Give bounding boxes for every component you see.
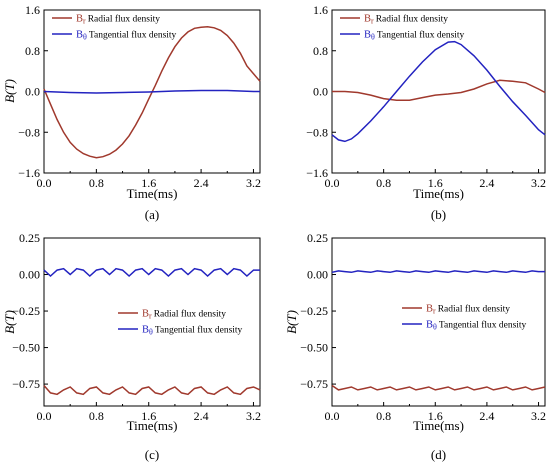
series-line-tangential: [43, 89, 260, 94]
legend-entry: Br Radial flux density: [142, 309, 226, 321]
chart-panel-a: 0.0 0.8 1.6 2.4 3.2 1.6 0.8 0.0 −0.8 −1.6 Br Radial…: [2, 3, 261, 222]
x-tick-label: 0.0: [37, 409, 52, 423]
panel-label: (b): [431, 207, 446, 222]
x-axis-title: Time(ms): [127, 418, 178, 433]
y-tick-label: −0.8: [306, 125, 328, 139]
panel-label: (a): [145, 207, 159, 222]
legend-entry: Br Radial flux density: [364, 14, 448, 26]
y-tick-label: −0.75: [12, 377, 40, 391]
y-tick-label: −0.8: [18, 125, 40, 139]
y-tick-label: 0.25: [19, 231, 40, 245]
series-line-radial: [331, 384, 546, 391]
y-tick-label: −0.50: [12, 341, 40, 355]
y-axis-title: B(T): [2, 79, 17, 103]
x-tick-label: 2.4: [479, 176, 494, 190]
x-tick-label: 2.4: [479, 409, 494, 423]
x-tick-label: 3.2: [246, 176, 261, 190]
legend-entry: Br Radial flux density: [426, 304, 510, 316]
x-tick-label: 1.6: [428, 176, 443, 190]
y-axis-title: B(T): [284, 310, 299, 334]
x-axis-title: Time(ms): [413, 418, 464, 433]
series-line-tangential: [43, 267, 260, 278]
x-tick-label: 0.8: [376, 409, 391, 423]
x-tick-label: 3.2: [246, 409, 261, 423]
y-tick-label: 1.6: [313, 3, 328, 17]
series-line-radial: [43, 385, 261, 396]
x-tick-label: 1.6: [141, 176, 156, 190]
x-tick-label: 1.6: [428, 409, 443, 423]
y-tick-label: −0.50: [300, 341, 328, 355]
legend-entry: Bθ Tangential flux density: [364, 30, 465, 42]
x-tick-label: 3.2: [531, 409, 546, 423]
x-tick-label: 2.4: [194, 176, 209, 190]
y-tick-label: −1.6: [18, 166, 40, 180]
y-tick-label: 0.00: [19, 268, 40, 282]
legend-entry: Bθ Tangential flux density: [76, 30, 177, 42]
x-tick-label: 2.4: [194, 409, 209, 423]
y-axis-title: B(T): [2, 310, 17, 334]
y-tick-label: 0.8: [25, 44, 40, 58]
y-tick-label: −0.25: [300, 304, 328, 318]
x-tick-label: 0.0: [325, 409, 340, 423]
series-line-tangential: [331, 270, 545, 274]
y-tick-label: −1.6: [306, 166, 328, 180]
y-tick-label: −0.25: [12, 304, 40, 318]
panel-label: (c): [145, 447, 159, 462]
chart-panel-b: 0.0 0.8 1.6 2.4 3.2 1.6 0.8 0.0 −0.8 −1.6 Br Radial…: [306, 3, 546, 222]
y-tick-label: 1.6: [25, 3, 40, 17]
x-tick-label: 0.0: [325, 176, 340, 190]
series-line-radial: [332, 79, 546, 101]
legend-entry: Bθ Tangential flux density: [142, 325, 243, 337]
x-axis-title: Time(ms): [413, 186, 464, 201]
x-tick-label: 0.0: [37, 176, 52, 190]
x-axis-title: Time(ms): [127, 186, 178, 201]
plot-frame: [43, 237, 261, 407]
x-tick-label: 0.8: [376, 176, 391, 190]
y-tick-label: 0.0: [313, 85, 328, 99]
chart-panel-d: 0.0 0.8 1.6 2.4 3.2 0.25 0.00 −0.25 −0.50 −0.75 Br…: [284, 231, 546, 462]
series-line-tangential: [331, 40, 546, 143]
x-tick-label: 1.6: [141, 409, 156, 423]
x-tick-label: 3.2: [531, 176, 546, 190]
x-tick-label: 0.8: [89, 409, 104, 423]
plot-frame: [331, 237, 546, 407]
y-tick-label: 0.25: [307, 231, 328, 245]
y-tick-label: −0.75: [300, 377, 328, 391]
y-tick-label: 0.8: [313, 44, 328, 58]
y-tick-label: 0.00: [307, 268, 328, 282]
panel-label: (d): [431, 447, 446, 462]
y-tick-label: 0.0: [25, 85, 40, 99]
legend-entry: Br Radial flux density: [76, 14, 160, 26]
legend-entry: Bθ Tangential flux density: [426, 320, 527, 332]
chart-panel-c: 0.0 0.8 1.6 2.4 3.2 0.25 0.00 −0.25 −0.50 −0.75 Br…: [2, 231, 261, 462]
x-tick-label: 0.8: [89, 176, 104, 190]
